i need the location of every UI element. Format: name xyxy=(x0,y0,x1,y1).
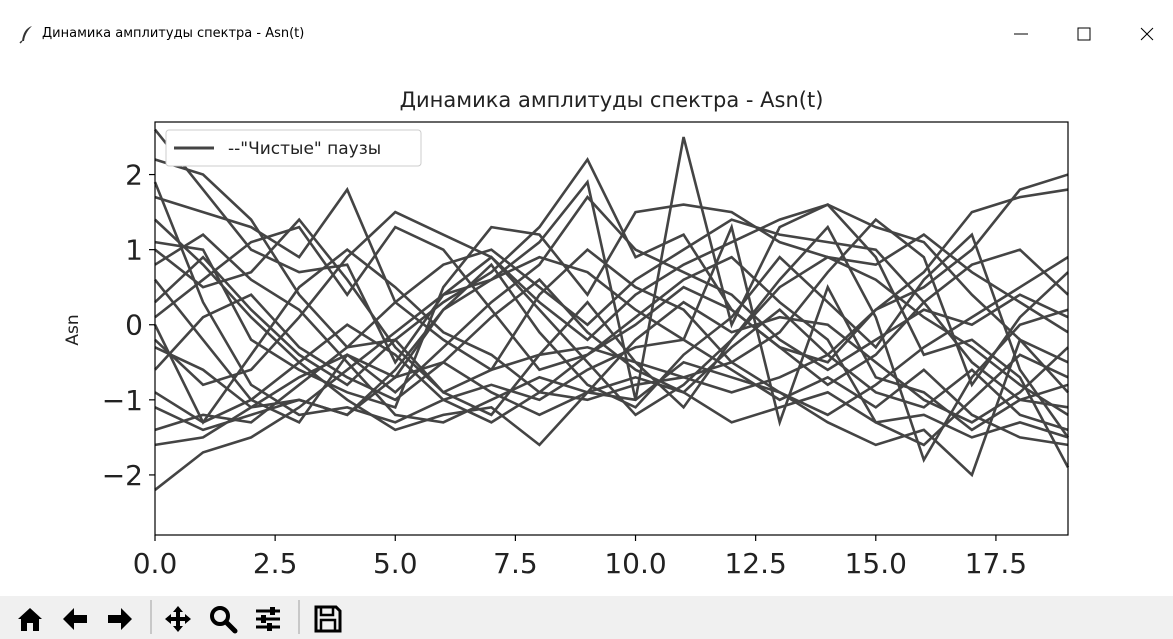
home-icon xyxy=(18,608,42,631)
window-titlebar: Динамика амплитуды спектра - Asn(t) xyxy=(0,0,1173,68)
navigation-toolbar xyxy=(0,596,1173,639)
series-line-3 xyxy=(153,181,1069,432)
pan-button[interactable] xyxy=(163,604,193,634)
series-line-14 xyxy=(154,218,1069,432)
maximize-icon xyxy=(1077,27,1091,41)
window-title: Динамика амплитуды спектра - Asn(t) xyxy=(42,26,305,41)
series-line-6 xyxy=(154,217,1069,464)
plot-frame xyxy=(154,121,1069,536)
close-button[interactable] xyxy=(1124,18,1170,50)
series-line-9 xyxy=(154,225,1069,447)
minimize-icon xyxy=(1014,33,1028,35)
maximize-button[interactable] xyxy=(1061,18,1107,50)
series-line-17 xyxy=(154,233,1069,478)
save-icon xyxy=(314,605,342,633)
series-line-4 xyxy=(154,186,1069,388)
home-button[interactable] xyxy=(15,604,45,634)
forward-arrow-icon xyxy=(108,608,132,630)
minimize-button[interactable] xyxy=(998,18,1044,50)
series-line-20 xyxy=(153,188,1069,425)
series-line-11 xyxy=(154,277,1069,432)
x-axis-ticks: 0.0 2.5 5.0 7.5 10.0 12.5 15.0 17.5 xyxy=(133,535,1027,580)
y-tick-label: −1 xyxy=(102,384,143,417)
x-tick-label: 0.0 xyxy=(133,547,178,580)
x-tick-label: 15.0 xyxy=(845,547,907,580)
x-tick-label: 5.0 xyxy=(373,547,418,580)
forward-button[interactable] xyxy=(105,604,135,634)
configure-subplots-button[interactable] xyxy=(253,604,283,634)
x-tick-label: 7.5 xyxy=(493,547,538,580)
x-tick-label: 12.5 xyxy=(724,547,786,580)
chart-title: Динамика амплитуды спектра - Asn(t) xyxy=(399,88,824,112)
zoom-button[interactable] xyxy=(208,604,238,634)
save-button[interactable] xyxy=(313,604,343,634)
legend-box xyxy=(165,129,422,167)
line-chart: 2 1 0 −1 −2 0.0 2.5 5.0 7.5 10.0 12.5 15.0 17.5 Asn… xyxy=(63,121,1070,580)
series-line-10 xyxy=(154,203,1069,387)
x-tick-label: 17.5 xyxy=(965,547,1027,580)
configure-subplots-icon xyxy=(256,607,280,631)
toolbar-separator xyxy=(298,600,300,634)
series-line-8 xyxy=(154,247,1069,417)
legend: --"Чистые" паузы xyxy=(165,129,422,167)
x-tick-label: 2.5 xyxy=(253,547,298,580)
legend-label: --"Чистые" паузы xyxy=(228,139,381,159)
series-line-16 xyxy=(154,255,1069,491)
series-line-18 xyxy=(154,195,1069,409)
y-axis-ticks: 2 1 0 −1 −2 xyxy=(102,159,155,492)
x-tick-label: 10.0 xyxy=(604,547,666,580)
feather-icon xyxy=(18,24,36,44)
y-axis-label: Asn xyxy=(63,314,83,345)
y-tick-label: 2 xyxy=(125,159,143,192)
y-tick-label: 1 xyxy=(125,234,143,267)
series-line-19 xyxy=(154,218,1069,447)
toolbar-separator xyxy=(150,600,152,634)
figure-canvas[interactable]: Динамика амплитуды спектра - Asn(t) 2 1 0 −… xyxy=(0,68,1173,596)
back-button[interactable] xyxy=(60,604,90,634)
y-tick-label: 0 xyxy=(125,309,143,342)
pan-icon xyxy=(165,606,191,632)
series-lines xyxy=(153,128,1070,491)
y-tick-label: −2 xyxy=(102,459,143,492)
close-icon xyxy=(1140,27,1154,41)
zoom-icon xyxy=(210,606,238,634)
back-arrow-icon xyxy=(63,608,87,630)
